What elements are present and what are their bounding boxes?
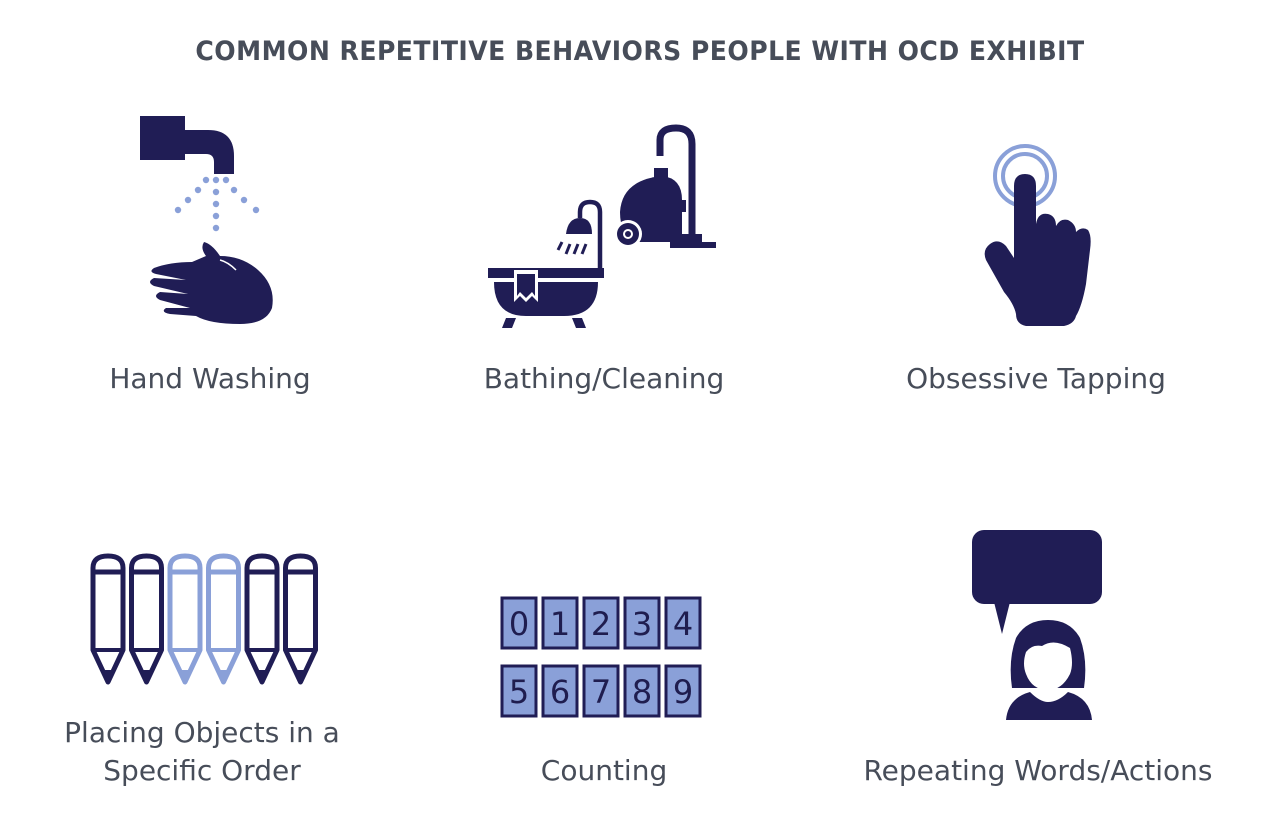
label-counting: Counting (540, 754, 668, 787)
digit-tile: 5 (500, 664, 538, 718)
digit-label: 7 (591, 673, 611, 711)
pencil-3 (167, 553, 203, 685)
digit-label: 9 (673, 673, 693, 711)
digit-tile: 7 (582, 664, 620, 718)
pencils-icon (90, 553, 318, 685)
speech-person-icon (972, 530, 1102, 720)
digit-tile: 6 (541, 664, 579, 718)
pencil-2 (129, 553, 164, 685)
pencil-1 (90, 553, 126, 685)
digit-label: 2 (591, 605, 611, 643)
digit-tile: 4 (664, 596, 702, 650)
digit-label: 4 (673, 605, 693, 643)
pencil-6 (283, 553, 318, 685)
digit-tile: 3 (623, 596, 661, 650)
label-bathing-cleaning: Bathing/Cleaning (483, 362, 725, 395)
digit-label: 6 (550, 673, 570, 711)
digit-label: 5 (509, 673, 529, 711)
label-repeating-words: Repeating Words/Actions (863, 754, 1213, 787)
pencil-5 (244, 553, 280, 685)
digit-tile: 9 (664, 664, 702, 718)
bathtub-vacuum-icon (488, 124, 716, 328)
label-placing-objects: Placing Objects in a Specific Order (0, 714, 412, 790)
label-placing-objects-line-1: Placing Objects in a (64, 716, 340, 749)
digit-label: 8 (632, 673, 652, 711)
faucet-hand-icon (140, 116, 273, 324)
pencil-4 (206, 553, 241, 685)
counting-digits-icon: 0 1 2 3 4 5 6 7 8 9 (500, 596, 702, 718)
tapping-finger-icon (984, 144, 1091, 326)
digit-tile: 8 (623, 664, 661, 718)
digit-tile: 2 (582, 596, 620, 650)
digit-label: 0 (509, 605, 529, 643)
page-title: COMMON REPETITIVE BEHAVIORS PEOPLE WITH … (195, 36, 1085, 67)
digit-tile: 1 (541, 596, 579, 650)
label-placing-objects-line-2: Specific Order (103, 754, 301, 787)
label-hand-washing: Hand Washing (109, 362, 311, 395)
label-obsessive-tapping: Obsessive Tapping (906, 362, 1166, 395)
digit-label: 3 (632, 605, 652, 643)
digit-label: 1 (550, 605, 570, 643)
digit-tile: 0 (500, 596, 538, 650)
